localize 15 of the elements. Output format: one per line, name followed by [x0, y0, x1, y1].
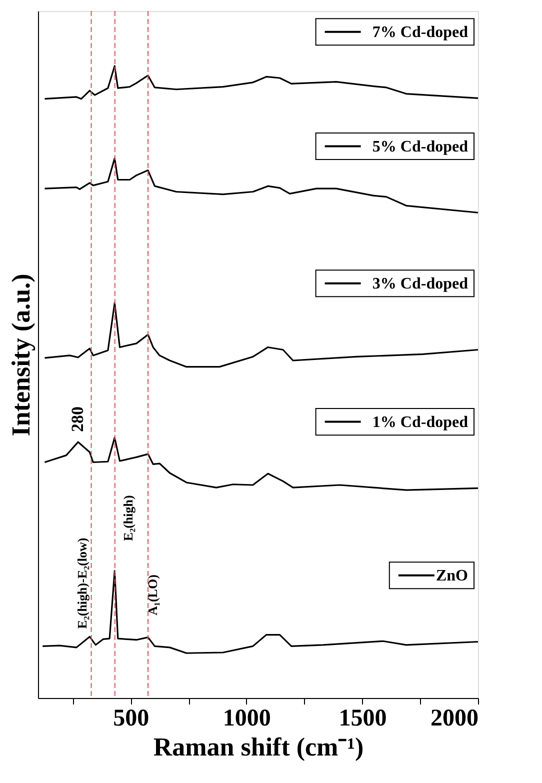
annotation: 280 [68, 406, 88, 432]
x-tick-label: 1000 [222, 706, 271, 732]
x-tick-label: 2000 [430, 706, 478, 732]
legend-label: 5% Cd-doped [372, 138, 468, 156]
annotation: E₂(high)-E₂(low) [74, 538, 90, 629]
x-tick-label: 1500 [338, 706, 387, 732]
y-axis-title: Intensity (a.u.) [6, 274, 36, 436]
legend-label: 1% Cd-doped [372, 414, 468, 431]
legend-label: 3% Cd-doped [372, 275, 468, 292]
annotation: E₂(high) [120, 495, 136, 541]
x-tick-label: 500 [113, 706, 150, 732]
x-axis-title: Raman shift (cm⁻¹) [153, 732, 364, 762]
annotation: A₁(LO) [145, 574, 160, 616]
legend-label: ZnO [436, 567, 468, 584]
legend-label: 7% Cd-doped [372, 24, 468, 41]
